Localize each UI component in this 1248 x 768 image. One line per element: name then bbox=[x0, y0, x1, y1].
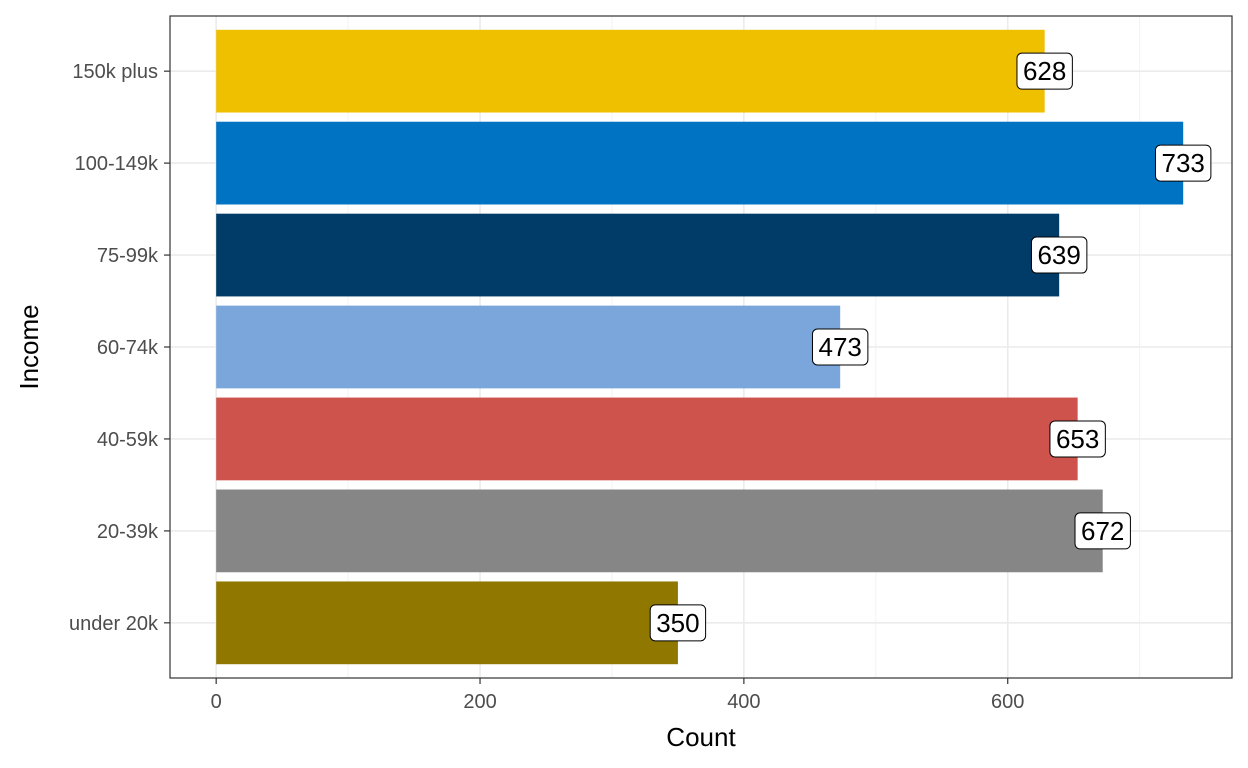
bar-150k-plus bbox=[216, 29, 1045, 113]
data-label-box bbox=[649, 604, 707, 642]
data-label: 653 bbox=[1049, 420, 1106, 458]
data-label-value: 733 bbox=[1161, 148, 1204, 178]
x-tick-label: 0 bbox=[211, 691, 222, 713]
y-tick-label: under 20k bbox=[69, 613, 159, 635]
data-label-box bbox=[1074, 512, 1131, 550]
y-tick-label: 100-149k bbox=[75, 153, 159, 175]
bar-60-74k bbox=[216, 305, 841, 389]
data-label: 628 bbox=[1016, 52, 1073, 90]
data-label-value: 473 bbox=[818, 332, 861, 362]
x-tick-label: 600 bbox=[991, 691, 1024, 713]
data-label-box bbox=[1030, 236, 1088, 274]
data-label-value: 628 bbox=[1023, 56, 1066, 86]
x-tick-label: 400 bbox=[727, 691, 760, 713]
y-tick-label: 75-99k bbox=[97, 245, 159, 267]
data-label: 672 bbox=[1074, 512, 1131, 550]
data-label-box bbox=[1016, 52, 1073, 90]
data-label-value: 672 bbox=[1081, 516, 1124, 546]
y-tick-label: 40-59k bbox=[97, 429, 159, 451]
data-label: 639 bbox=[1030, 236, 1088, 274]
data-labels: 350 672 653 473 639 733 628 bbox=[649, 52, 1212, 642]
bar-20-39k bbox=[216, 489, 1103, 573]
y-tick-label: 60-74k bbox=[97, 337, 159, 359]
bar-under-20k bbox=[216, 581, 678, 665]
data-label: 733 bbox=[1154, 144, 1212, 182]
data-label: 473 bbox=[811, 328, 869, 366]
bar-100-149k bbox=[216, 121, 1184, 205]
x-axis-title: Count bbox=[666, 722, 736, 752]
y-axis-title: Income bbox=[14, 304, 44, 389]
bar-40-59k bbox=[216, 397, 1078, 481]
data-label-value: 350 bbox=[656, 608, 699, 638]
data-label-box bbox=[811, 328, 869, 366]
data-label-box bbox=[1154, 144, 1212, 182]
y-tick-label: 150k plus bbox=[72, 61, 158, 83]
bar-75-99k bbox=[216, 213, 1060, 297]
axes: 0 200 400 600 under 20k 20-39k 40-59k 60-74k 75-… bbox=[69, 61, 1024, 713]
data-label-box bbox=[1049, 420, 1106, 458]
data-label-value: 653 bbox=[1056, 424, 1099, 454]
data-label-value: 639 bbox=[1037, 240, 1080, 270]
bars bbox=[216, 29, 1184, 665]
y-tick-label: 20-39k bbox=[97, 521, 159, 543]
x-tick-label: 200 bbox=[463, 691, 496, 713]
data-label: 350 bbox=[649, 604, 707, 642]
